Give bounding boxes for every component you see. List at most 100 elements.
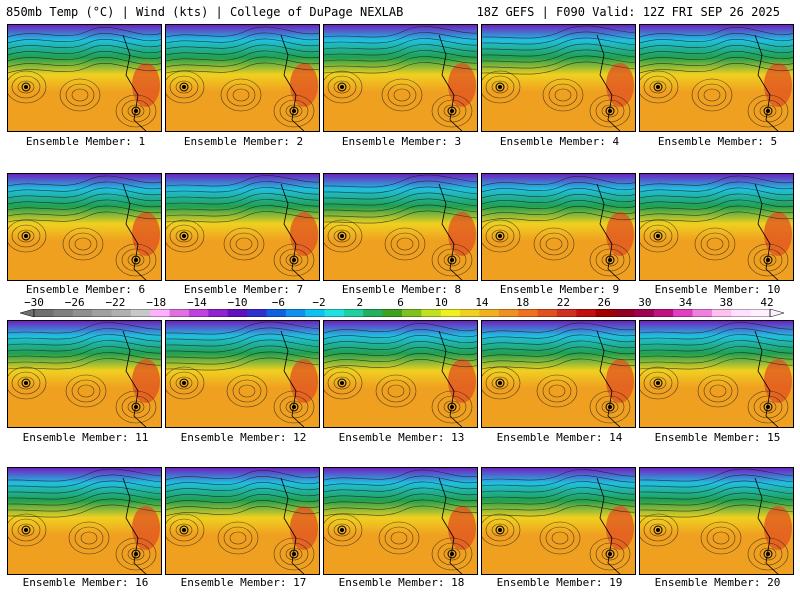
colorbar-tick-label: −10 <box>227 296 248 309</box>
colorbar-tick-label: 14 <box>475 296 489 309</box>
ensemble-map-panel <box>7 467 162 575</box>
ensemble-map-panel <box>7 24 162 132</box>
colorbar-tick-label: 10 <box>434 296 448 309</box>
ensemble-member-label: Ensemble Member: 6 <box>25 283 146 296</box>
ensemble-map-panel <box>639 24 794 132</box>
ensemble-member-label: Ensemble Member: 8 <box>341 283 462 296</box>
colorbar-segment <box>34 309 54 317</box>
colorbar-segment <box>673 309 693 317</box>
colorbar-segment <box>208 309 229 317</box>
colorbar-segment <box>169 309 190 317</box>
colorbar-segment <box>692 309 713 317</box>
ensemble-member-label: Ensemble Member: 18 <box>338 576 465 589</box>
colorbar-segment <box>576 309 597 317</box>
ensemble-map-panel <box>323 24 478 132</box>
colorbar-tick-label: −14 <box>186 296 207 309</box>
colorbar-segment <box>750 309 771 317</box>
ensemble-map-panel <box>639 467 794 575</box>
colorbar-segment <box>343 309 364 317</box>
colorbar-segment <box>324 309 345 317</box>
colorbar-tick-label: 18 <box>516 296 530 309</box>
colorbar-tick-label: 38 <box>719 296 733 309</box>
colorbar-segment <box>363 309 384 317</box>
colorbar-segment <box>556 309 577 317</box>
ensemble-map-panel <box>165 467 320 575</box>
colorbar-segment <box>150 309 170 317</box>
colorbar-tick-label: 42 <box>760 296 774 309</box>
colorbar-tick-label: −2 <box>312 296 326 309</box>
colorbar-segment <box>247 309 267 317</box>
colorbar-segment <box>92 309 112 317</box>
colorbar-tick-label: 30 <box>638 296 652 309</box>
colorbar-segment <box>479 309 500 317</box>
ensemble-map-panel <box>639 173 794 281</box>
colorbar-segment <box>266 309 287 317</box>
colorbar-tick-label: −26 <box>64 296 85 309</box>
ensemble-member-label: Ensemble Member: 15 <box>654 431 781 444</box>
ensemble-member-label: Ensemble Member: 13 <box>338 431 465 444</box>
colorbar-segment <box>518 309 538 317</box>
ensemble-member-label: Ensemble Member: 19 <box>496 576 623 589</box>
ensemble-map-panel <box>481 173 636 281</box>
ensemble-map-panel <box>323 320 478 428</box>
ensemble-member-label: Ensemble Member: 11 <box>22 431 149 444</box>
ensemble-map-panel <box>165 173 320 281</box>
colorbar-segment <box>653 309 674 317</box>
ensemble-member-label: Ensemble Member: 4 <box>499 135 620 148</box>
colorbar-segment <box>53 309 74 317</box>
ensemble-map-panel <box>481 467 636 575</box>
colorbar-segment <box>130 309 151 317</box>
ensemble-map-panel <box>165 24 320 132</box>
ensemble-member-label: Ensemble Member: 1 <box>25 135 146 148</box>
ensemble-member-label: Ensemble Member: 20 <box>654 576 781 589</box>
colorbar-tick-label: 6 <box>397 296 404 309</box>
ensemble-map-panel <box>7 173 162 281</box>
map-title: 850mb Temp (°C) | Wind (kts) | College o… <box>6 5 404 19</box>
colorbar-segment <box>227 309 248 317</box>
colorbar-tick-label: −6 <box>271 296 285 309</box>
colorbar-segment <box>285 309 306 317</box>
ensemble-member-label: Ensemble Member: 5 <box>657 135 778 148</box>
ensemble-member-label: Ensemble Member: 3 <box>341 135 462 148</box>
colorbar-segment <box>402 309 422 317</box>
colorbar-segment <box>595 309 616 317</box>
colorbar-tick-label: 2 <box>356 296 364 309</box>
run-valid-time: 18Z GEFS | F090 Valid: 12Z FRI SEP 26 20… <box>476 5 780 19</box>
ensemble-map-panel <box>639 320 794 428</box>
ensemble-map-panel <box>481 24 636 132</box>
ensemble-map-panel <box>323 173 478 281</box>
ensemble-map-panel <box>481 320 636 428</box>
colorbar-tick-label: 22 <box>556 296 570 309</box>
ensemble-member-label: Ensemble Member: 7 <box>183 283 304 296</box>
colorbar-tick-label: 34 <box>678 296 693 309</box>
colorbar-segment <box>421 309 442 317</box>
ensemble-map-panel <box>165 320 320 428</box>
ensemble-member-label: Ensemble Member: 16 <box>22 576 149 589</box>
ensemble-member-label: Ensemble Member: 14 <box>496 431 623 444</box>
colorbar-segment <box>615 309 635 317</box>
colorbar-segment <box>460 309 480 317</box>
ensemble-member-label: Ensemble Member: 9 <box>499 283 620 296</box>
ensemble-member-label: Ensemble Member: 17 <box>180 576 307 589</box>
colorbar-segment <box>305 309 325 317</box>
colorbar-segment <box>72 309 93 317</box>
ensemble-member-label: Ensemble Member: 12 <box>180 431 307 444</box>
colorbar-tick-label: −18 <box>146 296 167 309</box>
colorbar-segment <box>382 309 403 317</box>
colorbar-segment <box>440 309 461 317</box>
ensemble-map-panel <box>7 320 162 428</box>
ensemble-member-label: Ensemble Member: 2 <box>183 135 304 148</box>
colorbar-segment <box>111 309 132 317</box>
colorbar-segment <box>731 309 752 317</box>
ensemble-member-label: Ensemble Member: 10 <box>654 283 781 296</box>
colorbar-tick-label: −22 <box>105 296 126 309</box>
ensemble-map-panel <box>323 467 478 575</box>
colorbar-segment <box>188 309 209 317</box>
temperature-colorbar <box>20 309 784 317</box>
colorbar-segment <box>634 309 655 317</box>
colorbar-segment <box>498 309 519 317</box>
colorbar-tick-label: −30 <box>24 296 44 309</box>
colorbar-tick-label: 26 <box>597 296 611 309</box>
colorbar-segment <box>711 309 732 317</box>
colorbar-segment <box>537 309 558 317</box>
